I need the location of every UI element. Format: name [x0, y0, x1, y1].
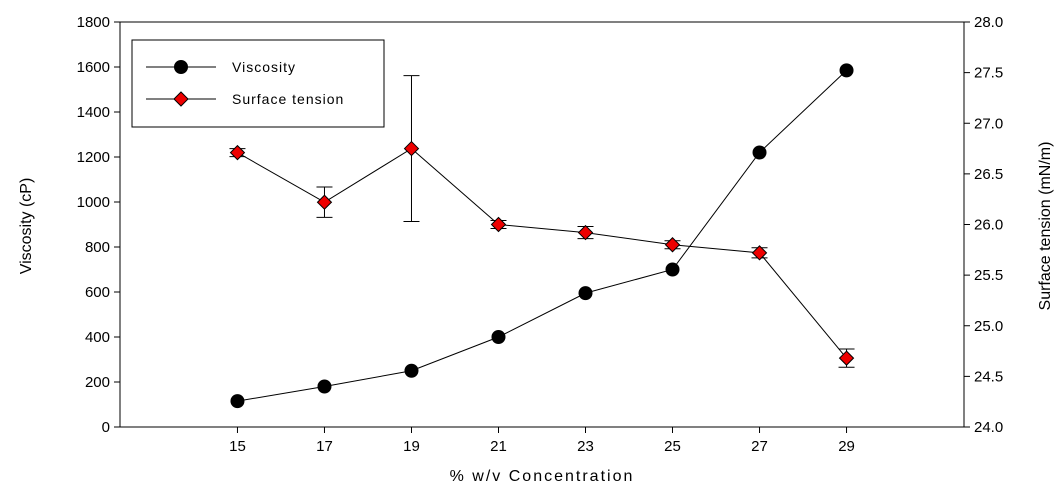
y-left-tick-label-8: 1600 [77, 59, 110, 76]
x-axis: 15 17 19 21 23 25 27 29 [229, 427, 855, 455]
legend-viscosity-marker [174, 60, 188, 74]
y-right-tick-label-4: 26.0 [974, 217, 1003, 234]
x-tick-label-1: 17 [316, 438, 333, 455]
y-left-tick-label-7: 1400 [77, 104, 110, 121]
viscosity-point-6 [752, 145, 767, 160]
viscosity-point-1 [317, 379, 332, 394]
viscosity-point-7 [839, 63, 854, 78]
surface-tension-point-0 [229, 144, 246, 161]
legend-viscosity-label: Viscosity [232, 59, 296, 75]
surface-tension-point-6 [751, 245, 768, 261]
y-right-tick-label-6: 27.0 [974, 115, 1003, 132]
y-left-tick-label-6: 1200 [77, 149, 110, 166]
y-right-tick-label-7: 27.5 [974, 65, 1003, 82]
viscosity-point-2 [404, 363, 419, 378]
x-tick-label-7: 29 [838, 438, 855, 455]
surface-tension-point-4 [577, 224, 594, 241]
y-left-tick-label-2: 400 [85, 329, 110, 346]
y-left-tick-label-0: 0 [102, 419, 110, 436]
viscosity-point-0 [230, 394, 245, 409]
viscosity-line [237, 70, 847, 402]
surface-tension-point-2 [403, 140, 420, 157]
y-right-tick-label-3: 25.5 [974, 267, 1003, 284]
y-left-tick-label-5: 1000 [77, 194, 110, 211]
legend-surface-tension-marker [173, 91, 189, 107]
x-tick-label-4: 23 [577, 438, 594, 455]
y-axis-left-title: Viscosity (cP) [18, 178, 35, 275]
surface-tension-point-7 [838, 350, 855, 366]
y-left-tick-label-9: 1800 [77, 14, 110, 31]
y-right-tick-label-2: 25.0 [974, 318, 1003, 335]
viscosity-point-4 [578, 286, 593, 301]
y-axis-left: 0 200 400 600 800 1000 1200 1400 1600 1800 [77, 14, 120, 436]
legend: Viscosity Surface tension [131, 39, 385, 128]
y-right-tick-label-1: 24.5 [974, 368, 1003, 385]
x-tick-label-5: 25 [664, 438, 681, 455]
x-tick-label-0: 15 [229, 438, 246, 455]
y-right-tick-label-5: 26.5 [974, 166, 1003, 183]
x-tick-label-3: 21 [490, 438, 507, 455]
viscosity-point-5 [665, 262, 680, 277]
y-left-tick-label-1: 200 [85, 374, 110, 391]
y-right-tick-label-8: 28.0 [974, 14, 1003, 31]
y-axis-right-title: Surface tension (mN/m) [1037, 142, 1054, 311]
series-layer [229, 63, 855, 409]
viscosity-point-3 [491, 330, 506, 344]
surface-tension-point-3 [490, 216, 507, 233]
surface-tension-point-1 [316, 194, 333, 210]
legend-surface-tension-label: Surface tension [232, 91, 344, 107]
x-tick-label-2: 19 [403, 438, 420, 455]
x-axis-title: % w/v Concentration [450, 468, 635, 485]
y-right-tick-label-0: 24.0 [974, 419, 1003, 436]
y-left-tick-label-3: 600 [85, 284, 110, 301]
surface-tension-line [237, 147, 847, 359]
surface-tension-point-5 [664, 237, 681, 253]
legend-box [131, 39, 385, 128]
y-left-tick-label-4: 800 [85, 239, 110, 256]
y-axis-right: 24.0 24.5 25.0 25.5 26.0 26.5 27.0 27.5 28.0 [964, 14, 1003, 436]
x-tick-label-6: 27 [751, 438, 768, 455]
